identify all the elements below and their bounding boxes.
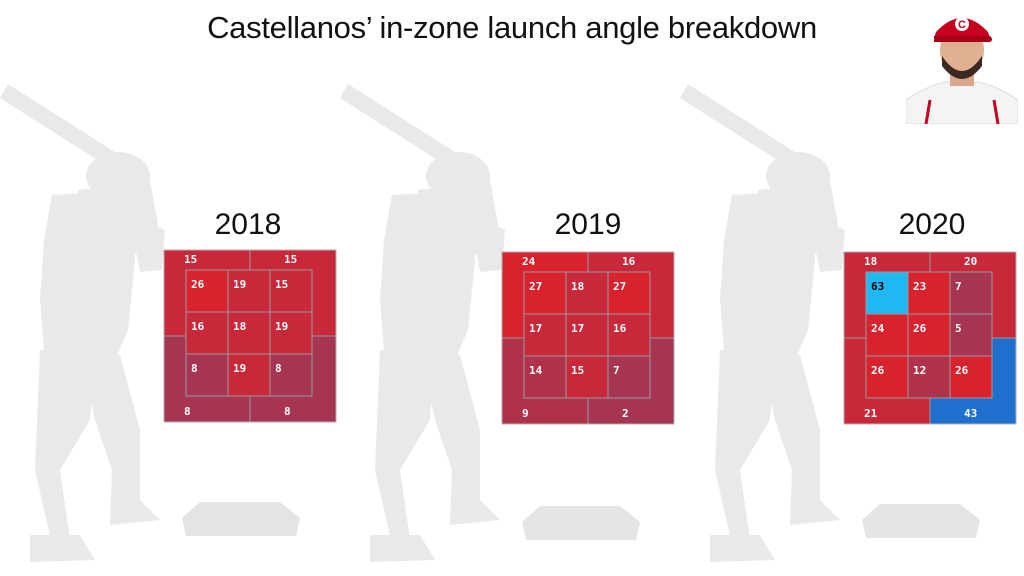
zone-cell — [185, 269, 229, 313]
zone-cell — [227, 353, 271, 397]
zone-cell-label: 19 — [233, 278, 246, 291]
zone-cell-label: 18 — [233, 320, 246, 333]
outer-zone-label: 20 — [964, 255, 977, 268]
batter-silhouette — [0, 84, 300, 562]
zone-cell — [565, 355, 609, 399]
zone-cell — [607, 355, 651, 399]
zone-cell — [907, 313, 951, 357]
zone-cell-label: 63 — [871, 280, 884, 293]
zone-cell-label: 26 — [871, 364, 885, 377]
outer-zone-label: 8 — [284, 405, 291, 418]
zone-cell — [949, 271, 993, 315]
zone-cell — [607, 313, 651, 357]
zone-cell — [949, 313, 993, 357]
zone-cell-label: 27 — [613, 280, 626, 293]
panel-2019: 2019 24 16 9 2 27 18 27 17 17 16 14 15 7 — [340, 0, 685, 576]
zone-cell-label: 16 — [191, 320, 205, 333]
zone-cell — [269, 311, 313, 355]
zone-cell — [949, 355, 993, 399]
player-headshot: C — [906, 17, 1018, 124]
zone-cell-label: 19 — [275, 320, 288, 333]
zone-cell-label: 16 — [613, 322, 627, 335]
outer-zone-border — [163, 249, 337, 423]
zone-cell — [523, 355, 567, 399]
svg-text:C: C — [958, 19, 966, 31]
chart-title: Castellanos’ in-zone launch angle breakd… — [207, 10, 817, 45]
zone-cell — [607, 271, 651, 315]
zone-cell — [185, 311, 229, 355]
outer-zone-border — [843, 251, 1017, 425]
outer-zone-label: 15 — [284, 253, 297, 266]
zone-cell-label: 8 — [191, 362, 198, 375]
zone-cell — [185, 353, 229, 397]
batter-silhouette — [680, 84, 980, 562]
zone-cell-label: 26 — [191, 278, 205, 291]
zone-cell-label: 12 — [913, 364, 926, 377]
batter-silhouette — [340, 84, 640, 562]
zone-cell-label: 7 — [613, 364, 620, 377]
zone-cell — [907, 355, 951, 399]
strike-zone-heatmap: 15 15 8 8 26 19 15 16 18 19 8 19 8 — [163, 249, 337, 423]
zone-cell-label: 15 — [275, 278, 288, 291]
outer-zone-label: 43 — [964, 407, 977, 420]
zone-cell-label: 15 — [571, 364, 584, 377]
zone-cell-label: 26 — [955, 364, 969, 377]
zone-cell-label: 23 — [913, 280, 926, 293]
outer-zone-label: 2 — [622, 407, 629, 420]
zone-cell — [269, 353, 313, 397]
outer-zone-border — [501, 251, 675, 425]
year-label: 2018 — [214, 208, 282, 241]
outer-zone-label: 24 — [522, 255, 536, 268]
year-label: 2020 — [898, 208, 966, 241]
zone-cell-label: 17 — [529, 322, 542, 335]
zone-cell — [269, 269, 313, 313]
zone-cell — [227, 311, 271, 355]
outer-zone-label: 21 — [864, 407, 878, 420]
zone-cell — [907, 271, 951, 315]
outer-zone-label: 18 — [864, 255, 877, 268]
outer-zone-label: 16 — [622, 255, 636, 268]
zone-cell-label: 8 — [275, 362, 282, 375]
zone-cell-label: 24 — [871, 322, 885, 335]
zone-cell-label: 7 — [955, 280, 962, 293]
panel-2018: 2018 15 15 8 8 26 19 15 16 18 19 8 19 8 — [0, 0, 345, 576]
zone-cell-label: 19 — [233, 362, 246, 375]
zone-cell-label: 26 — [913, 322, 927, 335]
zone-cell-label: 14 — [529, 364, 543, 377]
zone-cell — [865, 313, 909, 357]
zone-cell — [227, 269, 271, 313]
outer-zone-label: 9 — [522, 407, 529, 420]
zone-cell — [565, 271, 609, 315]
zone-cell-label: 17 — [571, 322, 584, 335]
zone-cell-label: 18 — [571, 280, 584, 293]
zone-cell — [565, 313, 609, 357]
panel-2020: 2020 18 20 21 43 63 23 7 24 26 5 26 12 26 — [680, 0, 1024, 576]
zone-cell — [523, 271, 567, 315]
year-label: 2019 — [554, 208, 622, 241]
zone-cell — [523, 313, 567, 357]
strike-zone-heatmap: 18 20 21 43 63 23 7 24 26 5 26 12 26 — [843, 251, 1017, 425]
outer-zone-label: 8 — [184, 405, 191, 418]
outer-zone-label: 15 — [184, 253, 197, 266]
zone-cell — [865, 355, 909, 399]
zone-cell-label: 27 — [529, 280, 542, 293]
zone-cell — [865, 271, 909, 315]
zone-cell-label: 5 — [955, 322, 962, 335]
strike-zone-heatmap: 24 16 9 2 27 18 27 17 17 16 14 15 7 — [501, 251, 675, 425]
